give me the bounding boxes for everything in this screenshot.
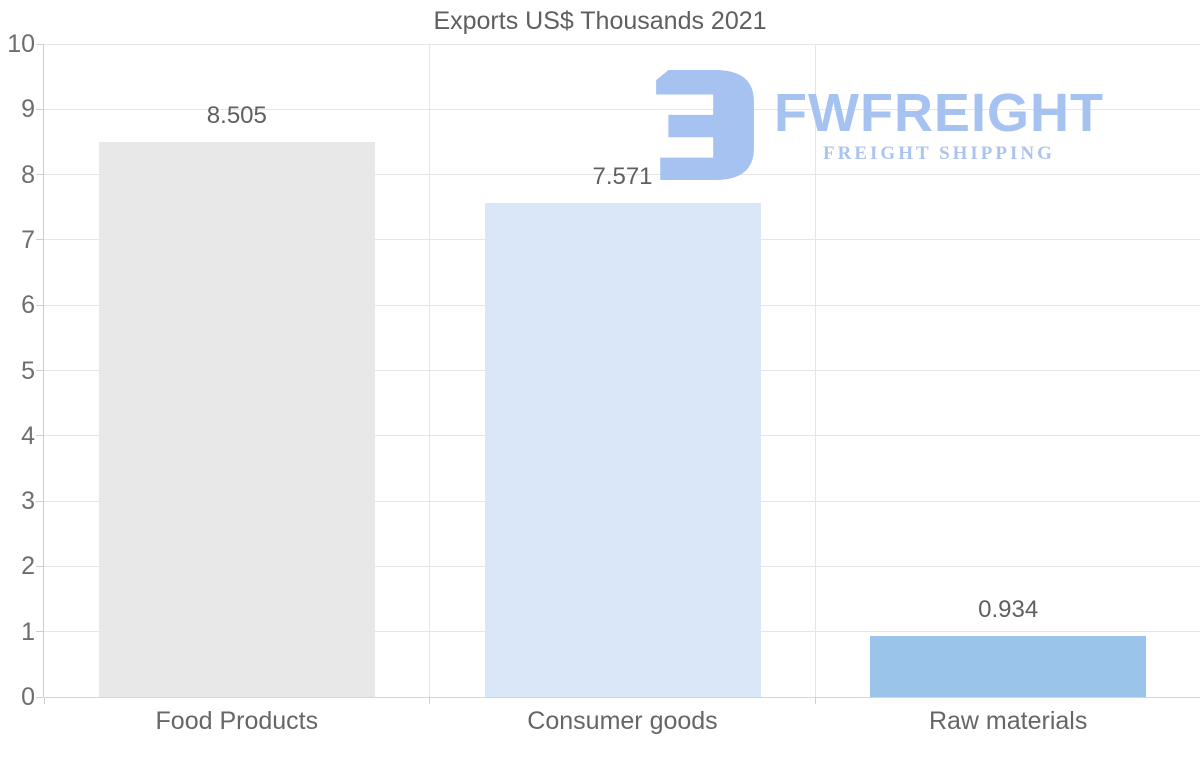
bar-value-label: 0.934: [978, 596, 1039, 624]
gridline: [429, 44, 431, 697]
y-axis-tick-label: 6: [21, 291, 35, 320]
y-axis-tick-label: 1: [21, 617, 35, 646]
x-axis-category-label: Raw materials: [928, 707, 1088, 735]
y-axis-tick: [36, 304, 43, 306]
logo-text: FWFREIGHT FREIGHT SHIPPING: [774, 82, 1104, 166]
fwfreight-logo-icon: [656, 70, 754, 180]
chart-title: Exports US$ Thousands 2021: [433, 7, 767, 35]
y-axis-tick-label: 7: [21, 225, 35, 254]
y-axis-tick: [36, 239, 43, 241]
bar-value-label: 7.571: [592, 162, 653, 190]
y-axis-tick: [36, 174, 43, 176]
plot-area: 0 1 2 3 4 5 6 7 8 9 10 8.505 Food Products 7.571 Consu…: [7, 32, 1200, 735]
bar-value-label: 8.505: [206, 101, 267, 129]
bar-raw-materials: [870, 636, 1147, 697]
gridline: [44, 108, 1200, 110]
y-axis-tick: [36, 500, 43, 502]
y-axis-tick: [36, 696, 43, 698]
y-axis-tick-label: 0: [21, 683, 35, 711]
y-axis-tick-label: 8: [21, 160, 35, 189]
x-axis-tick: [814, 697, 816, 704]
bar-food-products: [98, 141, 375, 697]
x-axis-tick: [429, 697, 431, 704]
fwfreight-logo: FWFREIGHT FREIGHT SHIPPING: [652, 70, 1104, 180]
gridline: [44, 696, 1200, 698]
x-axis-category-label: Consumer goods: [527, 707, 718, 735]
y-axis-tick: [36, 43, 43, 45]
y-axis-tick: [36, 565, 43, 567]
logo-tagline-text: FREIGHT SHIPPING: [823, 143, 1055, 165]
y-axis-tick-label: 2: [21, 552, 35, 581]
gridline: [814, 44, 816, 697]
y-axis-tick-label: 9: [21, 95, 35, 124]
gridline: [44, 43, 1200, 45]
x-axis-tick: [43, 697, 45, 704]
gridline: [44, 174, 1200, 176]
bar-consumer-goods: [484, 202, 761, 697]
y-axis-tick-label: 4: [21, 421, 35, 450]
y-axis-tick: [36, 435, 43, 437]
y-axis-tick: [36, 370, 43, 371]
y-axis-tick: [36, 631, 43, 633]
y-axis-tick: [36, 108, 43, 110]
x-axis-category-label: Food Products: [155, 707, 319, 735]
y-axis-tick-label: 3: [21, 487, 35, 516]
y-axis-tick-label: 5: [21, 356, 35, 385]
logo-brand-text: FWFREIGHT: [774, 82, 1104, 143]
y-axis-tick-label: 10: [7, 30, 35, 58]
